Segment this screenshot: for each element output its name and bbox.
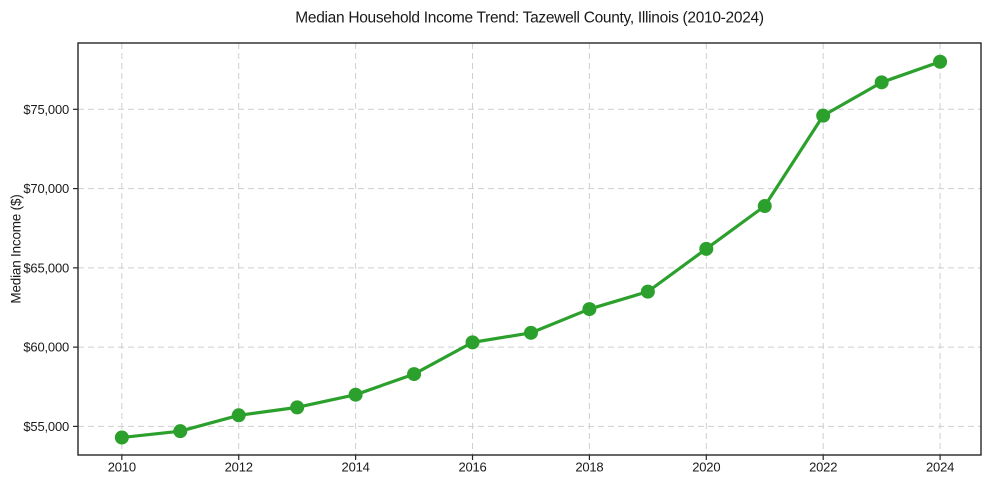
data-point-2015 bbox=[407, 367, 422, 382]
chart-title: Median Household Income Trend: Tazewell … bbox=[295, 10, 764, 27]
data-point-2013 bbox=[290, 400, 305, 415]
data-point-2010 bbox=[114, 430, 129, 445]
y-tick-labels: $55,000 $60,000 $65,000 $70,000 $75,000 bbox=[23, 102, 69, 434]
axis-tick-marks bbox=[73, 108, 941, 460]
data-point-2011 bbox=[173, 424, 188, 439]
x-tick-label: 2024 bbox=[926, 460, 954, 475]
x-tick-label: 2020 bbox=[692, 460, 720, 475]
data-point-2016 bbox=[465, 335, 480, 350]
x-tick-label: 2018 bbox=[575, 460, 603, 475]
data-point-2021 bbox=[757, 199, 772, 214]
data-point-2018 bbox=[582, 302, 597, 317]
income-line-series bbox=[114, 54, 948, 445]
plot-border bbox=[77, 42, 982, 456]
y-tick-label: $70,000 bbox=[23, 181, 69, 196]
x-tick-label: 2012 bbox=[225, 460, 253, 475]
data-point-2023 bbox=[874, 75, 889, 90]
y-tick-label: $60,000 bbox=[23, 340, 69, 355]
y-axis-label: Median Income ($) bbox=[9, 194, 24, 303]
x-tick-label: 2014 bbox=[342, 460, 370, 475]
x-tick-label: 2022 bbox=[809, 460, 837, 475]
data-point-2020 bbox=[699, 241, 714, 256]
data-point-2012 bbox=[231, 408, 246, 423]
gridlines bbox=[78, 43, 981, 455]
y-tick-label: $75,000 bbox=[23, 102, 69, 117]
x-tick-labels: 2010 2012 2014 2016 2018 2020 2022 2024 bbox=[108, 460, 955, 475]
x-tick-label: 2010 bbox=[108, 460, 136, 475]
x-tick-label: 2016 bbox=[458, 460, 486, 475]
data-point-2014 bbox=[348, 387, 363, 402]
y-tick-label: $55,000 bbox=[23, 419, 69, 434]
y-tick-label: $65,000 bbox=[23, 260, 69, 275]
data-point-2022 bbox=[816, 108, 831, 123]
data-point-2017 bbox=[523, 325, 538, 340]
data-point-2019 bbox=[640, 284, 655, 299]
data-point-2024 bbox=[933, 54, 948, 69]
